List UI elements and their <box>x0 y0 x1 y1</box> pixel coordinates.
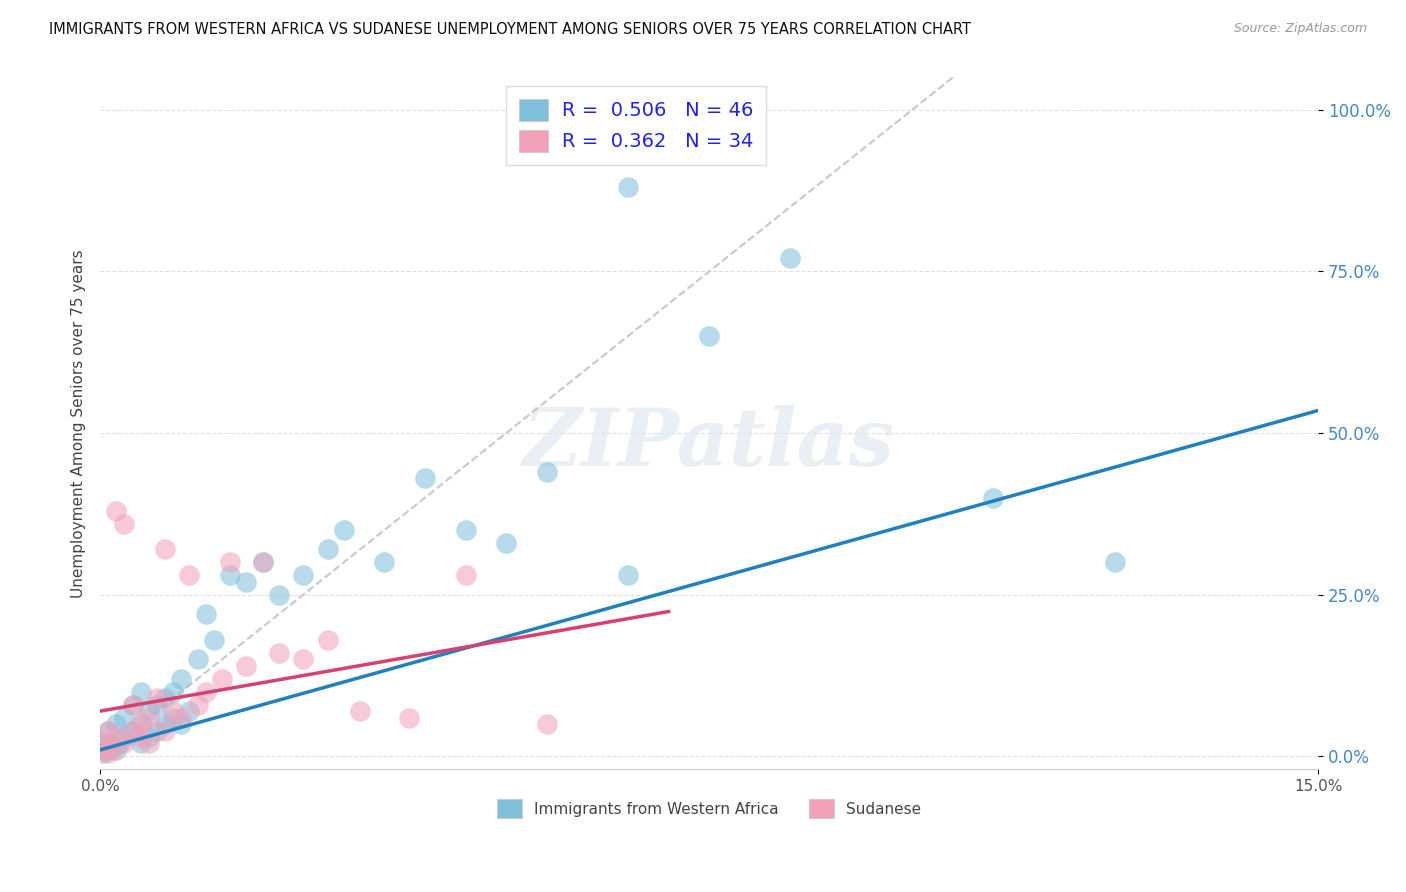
Point <box>129 730 152 744</box>
Point <box>153 691 176 706</box>
Point <box>97 723 120 738</box>
Point <box>454 568 477 582</box>
Point <box>235 658 257 673</box>
Point <box>138 704 160 718</box>
Point <box>105 730 128 744</box>
Point <box>219 555 242 569</box>
Y-axis label: Unemployment Among Seniors over 75 years: Unemployment Among Seniors over 75 years <box>72 249 86 598</box>
Point <box>219 568 242 582</box>
Point <box>146 723 169 738</box>
Point <box>146 698 169 712</box>
Point <box>316 632 339 647</box>
Point <box>94 744 117 758</box>
Point <box>114 736 136 750</box>
Point <box>170 672 193 686</box>
Point <box>105 717 128 731</box>
Point <box>114 730 136 744</box>
Point <box>105 743 128 757</box>
Point <box>138 730 160 744</box>
Point <box>179 568 201 582</box>
Point <box>187 698 209 712</box>
Point <box>121 698 143 712</box>
Point <box>153 717 176 731</box>
Point <box>110 736 132 750</box>
Point <box>292 568 315 582</box>
Point <box>617 568 640 582</box>
Point <box>138 710 160 724</box>
Point <box>536 465 558 479</box>
Point <box>91 746 114 760</box>
Point <box>235 574 257 589</box>
Point <box>983 491 1005 505</box>
Point <box>536 717 558 731</box>
Point <box>129 717 152 731</box>
Point <box>292 652 315 666</box>
Point <box>202 632 225 647</box>
Text: IMMIGRANTS FROM WESTERN AFRICA VS SUDANESE UNEMPLOYMENT AMONG SENIORS OVER 75 YE: IMMIGRANTS FROM WESTERN AFRICA VS SUDANE… <box>49 22 972 37</box>
Point <box>138 736 160 750</box>
Point <box>114 710 136 724</box>
Point <box>211 672 233 686</box>
Point <box>129 736 152 750</box>
Point <box>373 555 395 569</box>
Point <box>1104 555 1126 569</box>
Point <box>97 736 120 750</box>
Point <box>398 710 420 724</box>
Point <box>194 607 217 621</box>
Point <box>129 717 152 731</box>
Point <box>316 542 339 557</box>
Point <box>454 523 477 537</box>
Point <box>162 710 184 724</box>
Point <box>101 739 124 754</box>
Point <box>153 723 176 738</box>
Point <box>267 588 290 602</box>
Point <box>252 555 274 569</box>
Point <box>129 684 152 698</box>
Point <box>495 536 517 550</box>
Legend: Immigrants from Western Africa, Sudanese: Immigrants from Western Africa, Sudanese <box>491 793 927 824</box>
Point <box>179 704 201 718</box>
Point <box>170 710 193 724</box>
Point <box>170 717 193 731</box>
Text: Source: ZipAtlas.com: Source: ZipAtlas.com <box>1233 22 1367 36</box>
Point <box>93 736 115 750</box>
Point <box>194 684 217 698</box>
Point <box>153 542 176 557</box>
Point <box>121 723 143 738</box>
Text: ZIPatlas: ZIPatlas <box>523 405 896 483</box>
Point <box>413 471 436 485</box>
Point <box>779 252 801 266</box>
Point <box>267 646 290 660</box>
Point <box>162 684 184 698</box>
Point <box>101 743 124 757</box>
Point <box>252 555 274 569</box>
Point <box>349 704 371 718</box>
Point <box>332 523 354 537</box>
Point <box>93 743 115 757</box>
Point <box>105 503 128 517</box>
Point <box>121 723 143 738</box>
Point <box>114 516 136 531</box>
Point <box>162 704 184 718</box>
Point <box>617 180 640 194</box>
Point <box>97 723 120 738</box>
Point <box>91 743 114 757</box>
Point <box>697 329 720 343</box>
Point <box>97 746 120 760</box>
Point <box>187 652 209 666</box>
Point <box>146 691 169 706</box>
Point <box>121 698 143 712</box>
